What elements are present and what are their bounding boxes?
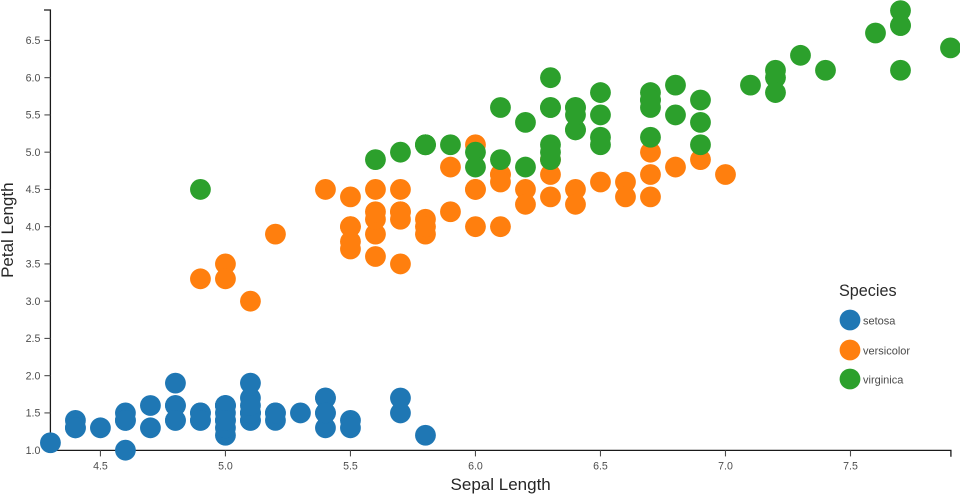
svg-text:3.5: 3.5 [26,259,41,271]
svg-text:7.0: 7.0 [718,460,733,472]
svg-text:7.5: 7.5 [843,460,858,472]
svg-text:2.5: 2.5 [26,333,41,345]
svg-text:5.5: 5.5 [26,110,41,122]
svg-text:5.0: 5.0 [218,460,233,472]
svg-text:5.5: 5.5 [343,460,358,472]
svg-text:virginica: virginica [863,375,904,387]
svg-text:4.5: 4.5 [93,460,108,472]
svg-text:versicolor: versicolor [863,346,910,358]
svg-text:3.0: 3.0 [26,296,41,308]
svg-text:Sepal Length: Sepal Length [451,475,551,494]
svg-text:4.5: 4.5 [26,184,41,196]
svg-text:4.0: 4.0 [26,221,41,233]
svg-text:1.5: 1.5 [26,408,41,420]
svg-text:2.0: 2.0 [26,370,41,382]
svg-text:6.0: 6.0 [26,72,41,84]
svg-text:6.5: 6.5 [26,35,41,47]
svg-text:6.5: 6.5 [593,460,608,472]
svg-text:1.0: 1.0 [26,445,41,457]
svg-text:Species: Species [839,282,897,300]
svg-text:5.0: 5.0 [26,147,41,159]
svg-text:6.0: 6.0 [468,460,483,472]
svg-text:Petal Length: Petal Length [0,182,17,277]
svg-text:setosa: setosa [863,316,896,328]
